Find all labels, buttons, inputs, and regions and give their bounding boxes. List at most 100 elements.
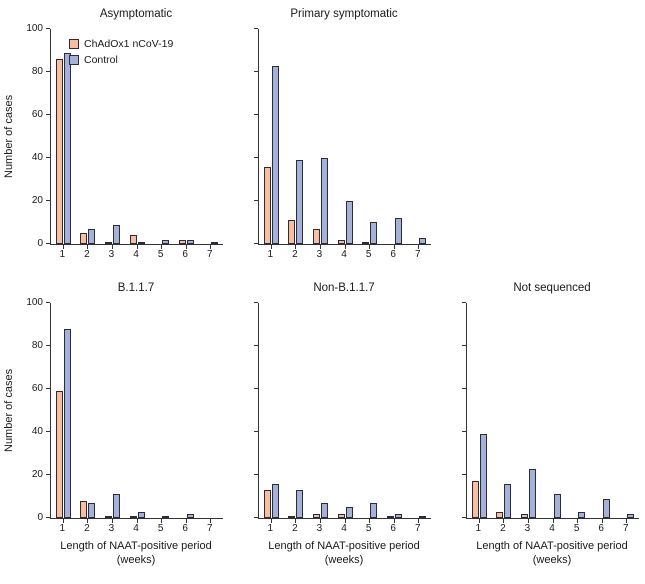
bar-group-week-5 — [357, 303, 382, 518]
y-tick-mark — [254, 200, 258, 201]
bar-slot — [479, 434, 487, 518]
y-tick-label: 20 — [31, 195, 43, 206]
y-tick-mark — [462, 431, 466, 432]
legend-label: Control — [84, 54, 118, 66]
bar-group-week-1 — [51, 303, 76, 518]
bar-control-week-6 — [394, 514, 402, 518]
bar-slot — [627, 514, 635, 518]
bar-group-week-6 — [382, 29, 407, 244]
bar-chadox1-week-1 — [471, 481, 479, 518]
bar-group-week-3 — [516, 303, 541, 518]
y-tick-label: 40 — [31, 426, 43, 437]
y-tick-mark — [46, 345, 50, 346]
x-tick-mark — [527, 519, 529, 523]
bar-slot — [394, 514, 402, 518]
y-tick-mark — [254, 243, 258, 244]
bar-group-week-1 — [259, 29, 284, 244]
x-tick-mark — [62, 245, 64, 249]
y-tick-mark — [462, 345, 466, 346]
bar-control-week-1 — [63, 53, 71, 244]
bar-group-week-7 — [406, 303, 431, 518]
bar-slot — [271, 484, 279, 518]
bar-slot — [528, 469, 536, 518]
bar-chadox1-week-4 — [129, 235, 137, 244]
y-tick-label: 100 — [26, 23, 43, 34]
chart — [436, 302, 644, 523]
panel-not-sequenced: Not sequenced 1 2 3 4 5 6 7 Length of NAAT-pos… — [436, 282, 644, 567]
bar-control-week-2 — [296, 490, 304, 518]
x-tick-label: 5 — [365, 523, 372, 534]
bar-group-week-2 — [284, 303, 309, 518]
bar-control-week-1 — [271, 66, 279, 244]
x-tick-label: 4 — [133, 523, 139, 534]
y-tick-mark — [46, 114, 50, 115]
bar-control-week-2 — [88, 503, 96, 518]
bar-group-week-3 — [308, 303, 333, 518]
bar-group-week-2 — [284, 29, 309, 244]
bar-slot — [271, 66, 279, 244]
bar-slot — [288, 516, 296, 518]
bar-group-week-7 — [614, 303, 639, 518]
y-tick-label: 80 — [31, 340, 43, 351]
x-tick-mark — [111, 245, 113, 249]
x-tick-mark — [503, 519, 505, 523]
bar-control-week-1 — [271, 484, 279, 518]
bar-slot — [320, 503, 328, 518]
y-tick-label: 0 — [37, 238, 43, 249]
x-tick-mark — [295, 245, 297, 249]
x-tick-label: 5 — [365, 249, 372, 260]
bar-control-week-6 — [394, 218, 402, 244]
x-axis-title-line2: (weeks) — [532, 554, 572, 566]
y-tick-label: 60 — [31, 109, 43, 120]
bar-slot — [496, 512, 504, 518]
legend-swatch-icon — [69, 55, 79, 65]
x-tick-label: 4 — [341, 523, 347, 534]
bar-slot — [112, 225, 120, 244]
panel-title: Non-B.1.1.7 — [313, 282, 375, 294]
bar-chadox1-week-3 — [312, 514, 320, 518]
bar-slot — [104, 516, 112, 518]
bar-slot — [63, 329, 71, 518]
y-axis-title-text: Number of cases — [3, 94, 15, 179]
bar-slot — [337, 514, 345, 518]
bar-slot — [471, 481, 479, 518]
x-tick-label: 2 — [84, 249, 90, 260]
x-tick-label: 2 — [292, 523, 298, 534]
x-tick-mark — [601, 519, 603, 523]
bar-control-week-3 — [528, 469, 536, 518]
bar-group-week-1 — [259, 303, 284, 518]
plot-area — [466, 303, 639, 523]
y-tick-mark — [46, 28, 50, 29]
x-tick-mark — [626, 519, 628, 523]
chart: 0 20 40 60 80 100 ChAdOx1 nCoV-19 Control — [20, 23, 228, 249]
panel-title: B.1.1.7 — [117, 282, 155, 294]
y-tick-mark — [46, 474, 50, 475]
y-tick-mark — [254, 431, 258, 432]
bar-chadox1-week-6 — [178, 240, 186, 244]
bar-group-week-6 — [174, 303, 199, 518]
bar-group-week-6 — [590, 303, 615, 518]
y-tick-mark — [462, 474, 466, 475]
bar-slot — [88, 229, 96, 244]
bar-slot — [312, 229, 320, 244]
bar-control-week-5 — [162, 516, 170, 518]
x-tick-label: 1 — [59, 523, 66, 534]
y-tick-label: 20 — [31, 469, 43, 480]
x-tick-label: 4 — [549, 523, 555, 534]
bar-control-week-6 — [186, 514, 194, 518]
x-tick-label: 1 — [475, 523, 482, 534]
x-tick-mark — [136, 245, 138, 249]
bar-slot — [186, 240, 194, 244]
x-tick-label: 2 — [292, 249, 298, 260]
x-tick-label: 1 — [267, 249, 274, 260]
bar-control-week-5 — [162, 240, 170, 244]
bar-group-week-2 — [492, 303, 517, 518]
y-tick-mark — [254, 517, 258, 518]
y-tick-mark — [254, 114, 258, 115]
x-tick-mark — [418, 245, 420, 249]
figure-row-bottom: Number of cases B.1.1.7 0 20 40 60 80 100 1 2 3… — [0, 282, 645, 567]
bar-slot — [345, 507, 353, 518]
bar-slot — [162, 516, 170, 518]
plot-area — [50, 303, 223, 523]
plot-area: ChAdOx1 nCoV-19 Control — [50, 29, 223, 249]
